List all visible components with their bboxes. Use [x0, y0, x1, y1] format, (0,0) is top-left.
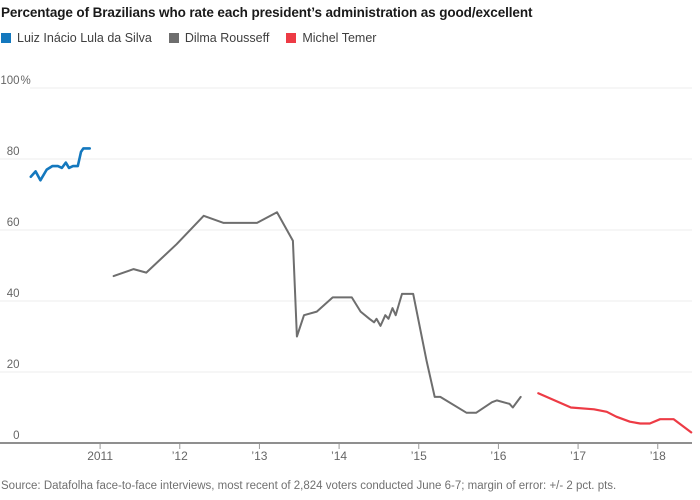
legend-label-dilma: Dilma Rousseff [184, 31, 270, 45]
legend-swatch-temer [286, 33, 297, 43]
y-axis-label: 60 [7, 217, 20, 229]
legend-label-temer: Michel Temer [302, 31, 377, 45]
y-axis-label: 80 [7, 146, 20, 158]
legend-item-lula: Luiz Inácio Lula da Silva [1, 31, 152, 45]
lula-line [29, 147, 91, 182]
x-axis-label: 2011 [87, 449, 113, 463]
legend-label-lula: Luiz Inácio Lula da Silva [17, 31, 152, 45]
legend-item-dilma: Dilma Rousseff [168, 31, 270, 45]
y-axis-label: 20 [7, 359, 20, 371]
y-axis-label: 0 [13, 430, 19, 442]
y-axis-label: 40 [7, 288, 20, 300]
dilma-line [112, 211, 522, 414]
x-axis-label: ’12 [172, 449, 188, 463]
temer-line [537, 392, 693, 434]
y-axis-unit: % [21, 75, 31, 87]
legend-swatch-lula [1, 33, 11, 43]
legend-swatch-dilma [168, 33, 179, 43]
x-axis-label: ’14 [331, 449, 347, 463]
x-axis-label: ’18 [650, 449, 666, 463]
legend: Luiz Inácio Lula da Silva Dilma Rousseff… [1, 31, 376, 45]
x-axis-label: ’17 [570, 449, 586, 463]
x-axis-label: ’13 [251, 449, 267, 463]
x-axis-label: ’16 [490, 449, 506, 463]
x-axis-label: ’15 [411, 449, 427, 463]
source-note: Source: Datafolha face-to-face interview… [1, 480, 617, 492]
chart-title: Percentage of Brazilians who rate each p… [1, 5, 533, 20]
y-axis-label: 100 [0, 75, 19, 87]
legend-item-temer: Michel Temer [286, 31, 376, 45]
